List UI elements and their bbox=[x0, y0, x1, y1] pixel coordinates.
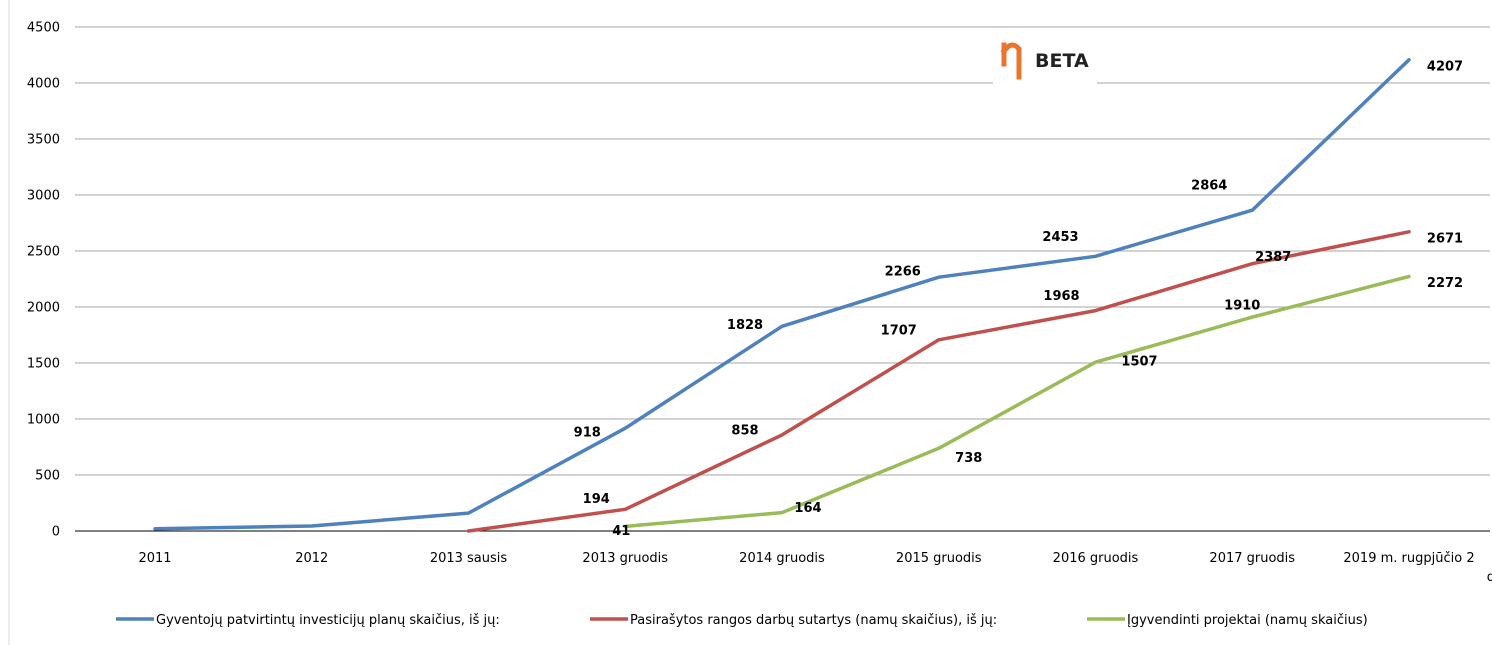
y-tick-label: 3000 bbox=[27, 189, 60, 204]
eta-letter-icon bbox=[1000, 42, 1022, 80]
x-tick-label: 2014 gruodis bbox=[739, 551, 825, 566]
x-tick-label: 2017 gruodis bbox=[1209, 551, 1295, 566]
data-label: 41 bbox=[612, 524, 630, 539]
data-label: 4207 bbox=[1427, 59, 1463, 74]
logo-wordmark: BETA bbox=[1035, 50, 1089, 72]
y-tick-label: 4500 bbox=[27, 21, 60, 36]
data-label: 1707 bbox=[881, 323, 917, 338]
y-tick-label: 3500 bbox=[27, 133, 60, 148]
legend-label-2: Pasirašytos rangos darbų sutartys (namų … bbox=[630, 613, 997, 628]
data-label: 1968 bbox=[1043, 289, 1079, 304]
y-tick-label: 2000 bbox=[27, 301, 60, 316]
series-line-3 bbox=[623, 274, 1411, 529]
series-line-1 bbox=[153, 58, 1411, 531]
y-tick-label: 1500 bbox=[27, 357, 60, 372]
data-label: 2453 bbox=[1042, 230, 1078, 245]
data-label: 738 bbox=[955, 451, 982, 466]
data-label: 1910 bbox=[1224, 299, 1260, 314]
y-tick-label: 0 bbox=[52, 525, 60, 540]
x-tick-label: 2012 bbox=[295, 551, 328, 566]
x-tick-label: 2016 gruodis bbox=[1053, 551, 1139, 566]
x-tick-label: 2013 sausis bbox=[430, 551, 508, 566]
data-label: 2671 bbox=[1427, 231, 1463, 246]
y-tick-label: 4000 bbox=[27, 77, 60, 92]
y-tick-label: 1000 bbox=[27, 413, 60, 428]
data-label: 1507 bbox=[1121, 355, 1157, 370]
data-label: 2266 bbox=[885, 265, 921, 280]
logo-background bbox=[993, 34, 1097, 86]
legend-label-1: Gyventojų patvirtintų investicijų planų … bbox=[156, 613, 500, 628]
data-label: 2387 bbox=[1255, 250, 1291, 265]
data-label: 2864 bbox=[1191, 179, 1227, 194]
data-label: 918 bbox=[574, 426, 601, 441]
data-label: 2272 bbox=[1427, 276, 1463, 291]
legend-label-3: Įgyvendinti projektai (namų skaičius) bbox=[1127, 613, 1368, 628]
data-label: 194 bbox=[583, 492, 610, 507]
data-label: 164 bbox=[794, 501, 821, 516]
x-tick-label: 2019 m. rugpjūčio 2d. bbox=[1343, 551, 1492, 585]
series-line-2 bbox=[466, 230, 1411, 533]
y-tick-label: 500 bbox=[35, 469, 60, 484]
x-tick-label: 2015 gruodis bbox=[896, 551, 982, 566]
y-tick-label: 2500 bbox=[27, 245, 60, 260]
x-tick-label: 2013 gruodis bbox=[582, 551, 668, 566]
x-tick-label: 2011 bbox=[138, 551, 171, 566]
data-label: 1828 bbox=[727, 318, 763, 333]
data-label: 858 bbox=[731, 423, 758, 438]
